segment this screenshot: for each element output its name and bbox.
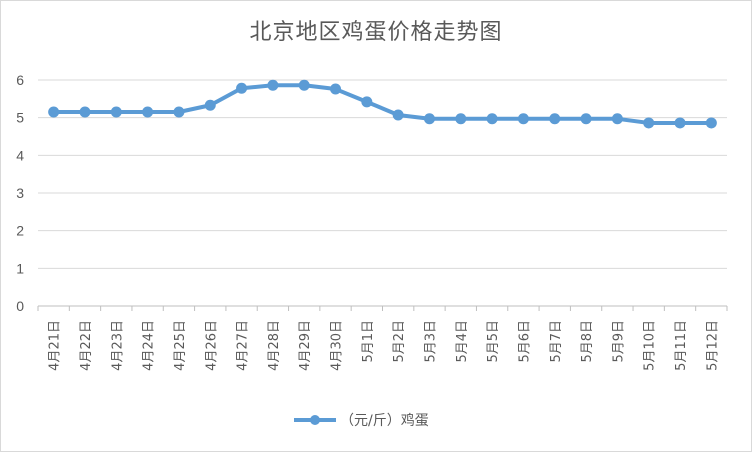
y-tick-label-3: 3 [16,185,24,201]
data-point-marker [142,106,154,118]
y-tick-label-2: 2 [16,223,24,239]
data-point-marker [549,113,561,125]
x-category-label: 4月22日 [79,320,94,371]
data-point-marker [455,113,467,125]
y-tick-label-5: 5 [16,110,24,126]
legend-marker [310,415,320,425]
x-axis-category-labels: 4月21日 4月22日 4月23日 4月24日 4月25日 4月26日 4月27日 4月28日… [48,320,721,371]
x-category-label: 5月7日 [549,320,564,363]
x-category-label: 5月11日 [674,320,689,371]
legend: （元/斤）鸡蛋 [294,412,429,429]
y-tick-label-6: 6 [16,72,24,88]
x-category-label: 4月27日 [236,320,251,371]
x-category-label: 4月25日 [173,320,188,371]
data-point-marker [361,96,373,108]
data-point-marker [486,113,498,125]
data-point-marker [580,113,592,125]
data-point-marker [298,79,310,91]
data-point-marker [643,117,655,129]
data-point-marker [611,113,623,125]
x-category-label: 5月12日 [705,320,720,371]
x-category-label: 4月21日 [48,320,63,371]
data-point-marker [110,106,122,118]
x-category-label: 5月8日 [580,320,595,363]
data-point-marker [423,113,435,125]
y-tick-label-0: 0 [16,298,24,314]
data-point-marker [517,113,529,125]
x-category-label: 4月24日 [142,320,157,371]
x-category-label: 5月1日 [361,320,376,363]
x-category-label: 4月29日 [298,320,313,371]
data-point-marker [48,106,60,118]
x-category-label: 5月4日 [455,320,470,363]
data-point-marker [204,99,216,111]
x-category-label: 5月6日 [517,320,532,363]
x-category-label: 4月26日 [204,320,219,371]
series-egg-price [48,79,717,129]
x-category-label: 5月10日 [643,320,658,371]
legend-label: （元/斤）鸡蛋 [340,412,429,429]
y-tick-label-1: 1 [16,260,24,276]
data-point-marker [236,82,248,94]
data-point-marker [267,79,279,91]
data-point-marker [173,106,185,118]
grid-lines [37,79,728,311]
x-category-label: 4月30日 [330,320,345,371]
x-category-label: 5月9日 [611,320,626,363]
series-line [51,83,714,125]
x-category-label: 5月2日 [392,320,407,363]
data-point-marker [392,109,404,121]
y-axis-tick-labels: 0 1 2 3 4 5 6 [16,72,24,314]
data-point-marker [79,106,91,118]
data-point-marker [705,117,717,129]
x-category-label: 4月23日 [110,320,125,371]
chart-title: 北京地区鸡蛋价格走势图 [249,20,503,45]
data-point-marker [674,117,686,129]
data-point-marker [330,83,342,95]
x-category-label: 5月5日 [486,320,501,363]
x-category-label: 4月28日 [267,320,282,371]
x-category-label: 5月3日 [423,320,438,363]
y-tick-label-4: 4 [16,147,24,163]
